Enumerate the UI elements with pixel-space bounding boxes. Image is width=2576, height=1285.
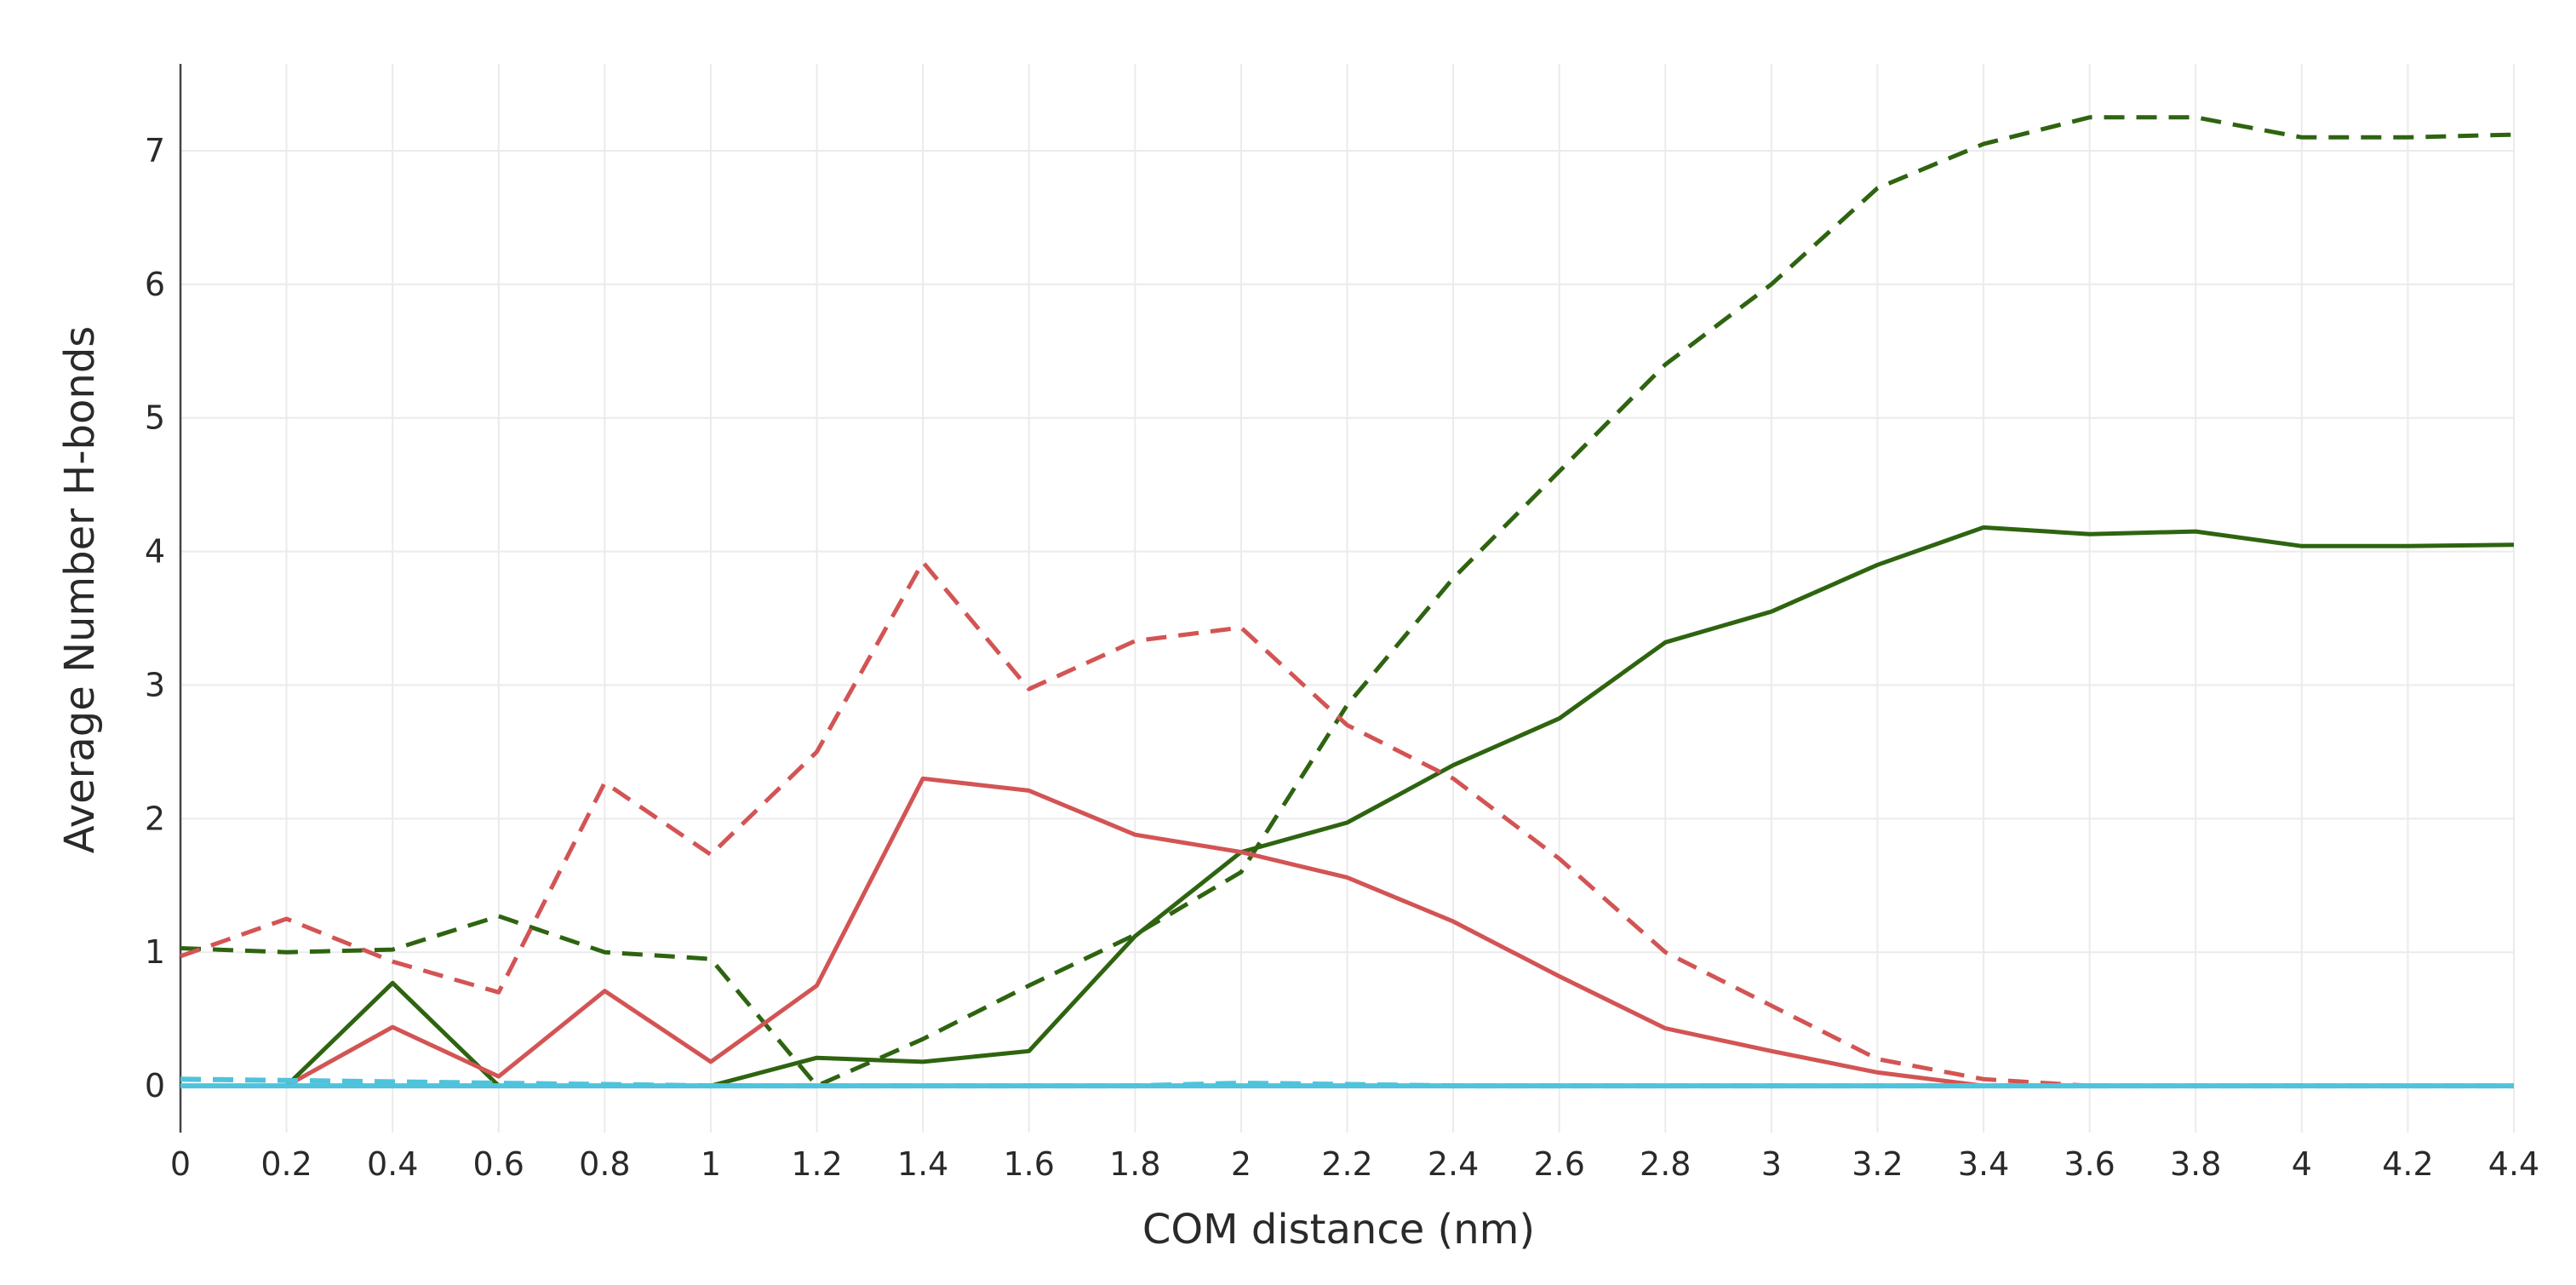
- x-tick-label: 2: [1231, 1145, 1251, 1183]
- y-tick-label: 3: [145, 666, 165, 703]
- x-tick-label: 0.8: [579, 1145, 630, 1183]
- x-tick-label: 3.4: [1958, 1145, 2009, 1183]
- x-tick-label: 3.6: [2064, 1145, 2115, 1183]
- tick-labels: 0 0.2 0.4 0.6 0.8 1 1.2 1.4 1.6 1.8 2 2.2 2.4 2.6 2.8 3…: [145, 132, 2539, 1183]
- x-tick-label: 4.4: [2488, 1145, 2539, 1183]
- y-tick-label: 1: [145, 933, 165, 971]
- y-tick-label: 4: [145, 533, 165, 571]
- x-axis-title: COM distance (nm): [1142, 1206, 1535, 1253]
- x-tick-label: 3: [1761, 1145, 1782, 1183]
- y-tick-label: 7: [145, 132, 165, 169]
- x-tick-label: 2.8: [1640, 1145, 1691, 1183]
- gridlines: [180, 64, 2515, 1133]
- x-tick-label: 2.6: [1533, 1145, 1584, 1183]
- x-tick-label: 0.2: [260, 1145, 312, 1183]
- y-axis-title: Average Number H-bonds: [56, 326, 104, 854]
- y-tick-label: 6: [145, 266, 165, 303]
- y-tick-label: 2: [145, 800, 165, 837]
- x-tick-label: 1: [701, 1145, 721, 1183]
- x-tick-label: 3.8: [2170, 1145, 2221, 1183]
- x-tick-label: 4.2: [2382, 1145, 2433, 1183]
- x-tick-label: 4: [2292, 1145, 2312, 1183]
- x-tick-label: 2.2: [1321, 1145, 1372, 1183]
- series-lines: [180, 115, 2515, 1089]
- x-tick-label: 0.4: [367, 1145, 418, 1183]
- x-tick-label: 1.8: [1109, 1145, 1160, 1183]
- x-tick-label: 1.6: [1004, 1145, 1055, 1183]
- x-tick-label: 0: [170, 1145, 191, 1183]
- x-tick-label: 3.2: [1852, 1145, 1903, 1183]
- y-tick-label: 0: [145, 1067, 165, 1104]
- x-tick-label: 2.4: [1428, 1145, 1479, 1183]
- series-line-0: [180, 115, 2515, 1088]
- x-tick-label: 0.6: [473, 1145, 524, 1183]
- x-tick-label: 1.2: [791, 1145, 842, 1183]
- x-tick-label: 1.4: [897, 1145, 948, 1183]
- y-tick-label: 5: [145, 399, 165, 437]
